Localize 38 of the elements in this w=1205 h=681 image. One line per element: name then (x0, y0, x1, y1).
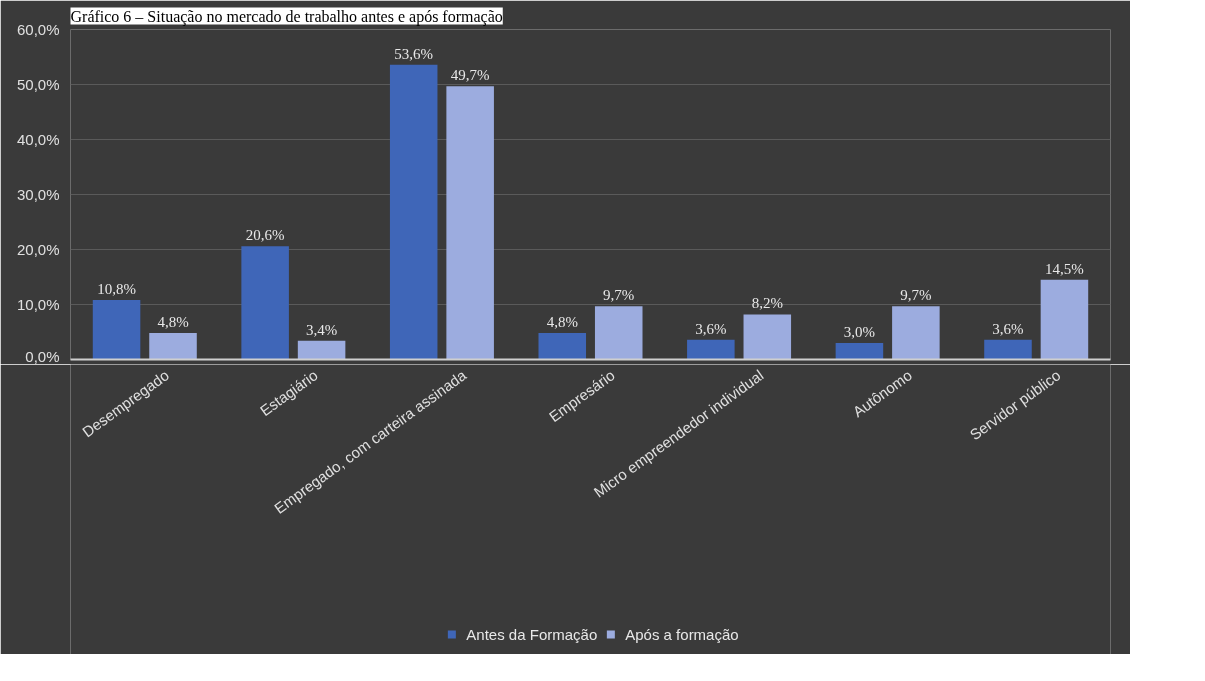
bar (149, 333, 197, 360)
data-label: 3,6% (695, 320, 727, 337)
bar (446, 86, 494, 360)
y-tick-label: 10,0% (16, 296, 60, 313)
data-label: 53,6% (394, 45, 434, 62)
bar (241, 246, 289, 360)
legend-label: Após a formação (625, 625, 739, 643)
y-tick-label: 50,0% (16, 76, 60, 93)
data-label: 3,4% (305, 321, 338, 338)
bar (892, 306, 940, 360)
data-label: 3,6% (992, 320, 1024, 337)
bar (538, 333, 587, 360)
y-tick-label: 0,0% (25, 347, 60, 365)
bar (743, 314, 792, 360)
data-label: 14,5% (1045, 260, 1084, 277)
data-label: 20,6% (245, 227, 285, 244)
bar (92, 300, 141, 360)
y-tick-label: 30,0% (16, 186, 60, 203)
data-label: 4,8% (546, 314, 578, 331)
bar (687, 339, 735, 360)
data-label: 8,2% (751, 295, 783, 312)
y-tick-label: 20,0% (16, 241, 60, 258)
bar (297, 340, 346, 360)
bar (1040, 279, 1089, 360)
data-label: 3,0% (843, 324, 876, 340)
bar (389, 64, 438, 360)
bar (984, 339, 1032, 360)
data-label: 9,7% (603, 287, 635, 304)
data-label: 4,8% (157, 314, 189, 331)
bar (835, 343, 884, 360)
chart-title: Gráfico 6 – Situação no mercado de trabalho antes e após formação (70, 7, 503, 26)
data-label: 9,7% (900, 287, 932, 304)
data-label: 49,7% (450, 67, 490, 84)
y-tick-label: 40,0% (16, 131, 60, 148)
data-label: 10,8% (97, 281, 136, 298)
legend-label: Antes da Formação (466, 625, 598, 643)
bar (594, 306, 643, 360)
y-tick-label: 60,0% (16, 21, 60, 38)
